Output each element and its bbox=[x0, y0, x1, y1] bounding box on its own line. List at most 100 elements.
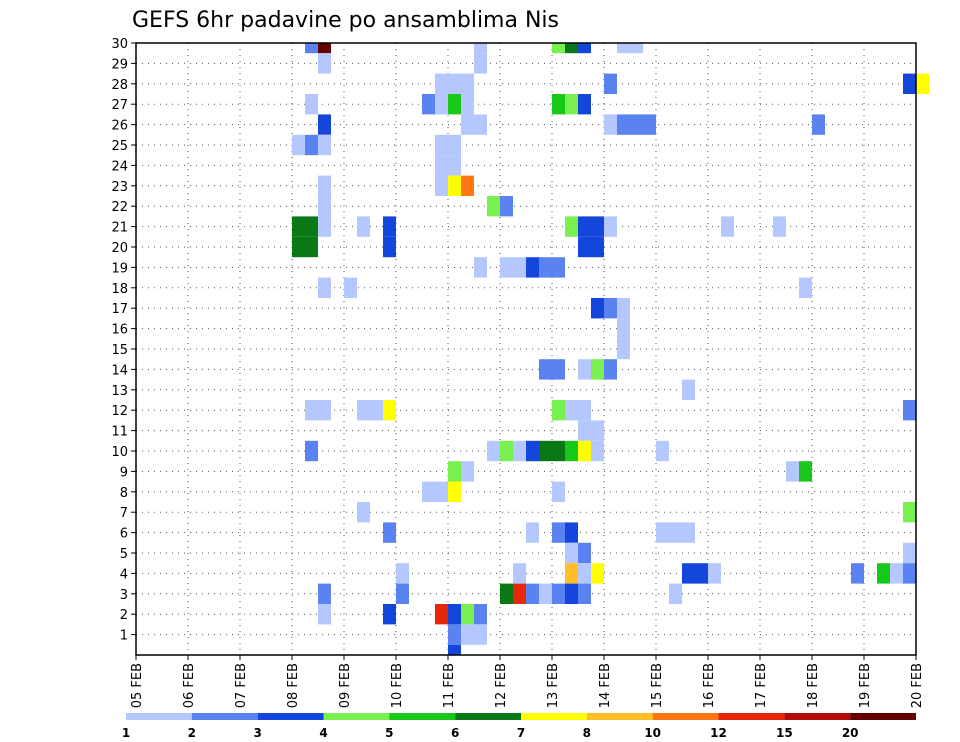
precip-cell bbox=[591, 359, 604, 380]
colorbar-label: 1 bbox=[122, 726, 130, 740]
y-tick-label: 11 bbox=[111, 425, 128, 440]
colorbar-label: 6 bbox=[451, 726, 459, 740]
colorbar-swatch bbox=[586, 713, 653, 720]
colorbar-swatch bbox=[323, 713, 390, 720]
colorbar-swatch bbox=[718, 713, 785, 720]
precip-cell bbox=[617, 338, 630, 360]
precip-cell bbox=[578, 440, 591, 462]
precip-cell bbox=[578, 583, 591, 604]
precip-cell bbox=[513, 257, 526, 278]
precip-cells bbox=[292, 43, 929, 655]
y-tick-label: 15 bbox=[111, 343, 128, 358]
precip-cell bbox=[383, 522, 396, 543]
precip-cell bbox=[396, 563, 409, 584]
precip-cell bbox=[578, 359, 591, 380]
y-tick-label: 4 bbox=[120, 567, 128, 582]
precip-cell bbox=[526, 440, 539, 462]
precip-cell bbox=[851, 563, 864, 584]
precip-cell bbox=[448, 175, 461, 196]
precip-cell bbox=[513, 583, 526, 604]
precip-cell bbox=[318, 216, 331, 237]
precip-cell bbox=[565, 400, 591, 421]
precip-cell bbox=[552, 583, 565, 604]
precip-cell bbox=[435, 73, 474, 94]
precip-cell bbox=[318, 277, 331, 298]
precip-cell bbox=[565, 522, 578, 543]
precip-cell bbox=[656, 440, 669, 462]
y-tick-label: 13 bbox=[111, 384, 128, 399]
precip-cell bbox=[799, 277, 812, 298]
colorbar-swatch bbox=[521, 713, 587, 720]
precip-cell bbox=[578, 563, 591, 584]
y-tick-label: 3 bbox=[120, 588, 128, 603]
y-tick-label: 8 bbox=[120, 486, 128, 501]
precip-cell bbox=[578, 420, 604, 441]
precip-cell bbox=[617, 114, 656, 135]
precip-cell bbox=[682, 379, 695, 400]
chart-title: GEFS 6hr padavine po ansamblima Nis bbox=[132, 8, 559, 33]
precip-cell bbox=[604, 114, 617, 135]
precip-cell bbox=[903, 502, 916, 523]
colorbar-swatch bbox=[455, 713, 521, 720]
x-tick-label: 05 FEB bbox=[130, 663, 145, 708]
x-tick-label: 09 FEB bbox=[338, 663, 353, 708]
precip-cell bbox=[669, 583, 682, 604]
x-tick-label: 11 FEB bbox=[442, 663, 457, 708]
y-tick-label: 12 bbox=[111, 404, 128, 419]
y-tick-label: 28 bbox=[111, 78, 128, 93]
precip-cell bbox=[565, 43, 578, 54]
precip-cell bbox=[357, 400, 383, 421]
colorbar-swatch bbox=[389, 713, 456, 720]
precip-cell bbox=[500, 583, 513, 604]
precip-cell bbox=[786, 461, 799, 482]
y-tick-label: 6 bbox=[120, 527, 128, 542]
y-axis: 1234567891011121314151617181920212223242… bbox=[111, 37, 136, 644]
y-tick-label: 7 bbox=[120, 506, 128, 521]
precip-cell bbox=[890, 563, 903, 584]
precip-cell bbox=[903, 563, 916, 584]
precip-cell bbox=[292, 236, 318, 258]
y-tick-label: 29 bbox=[111, 57, 128, 72]
precip-cell bbox=[565, 583, 578, 604]
precip-cell bbox=[552, 94, 565, 115]
precip-cell bbox=[903, 73, 916, 94]
precip-cell bbox=[422, 94, 435, 115]
precip-cell bbox=[461, 175, 474, 196]
precip-cell bbox=[318, 583, 331, 604]
precip-cell bbox=[708, 563, 721, 584]
x-tick-label: 12 FEB bbox=[494, 663, 509, 708]
precip-cell bbox=[617, 318, 630, 339]
colorbar-label: 3 bbox=[253, 726, 261, 740]
precip-cell bbox=[318, 134, 331, 156]
x-tick-label: 13 FEB bbox=[546, 663, 561, 708]
x-tick-label: 07 FEB bbox=[234, 663, 249, 708]
colorbar-label: 12 bbox=[710, 726, 727, 740]
precip-cell bbox=[435, 94, 448, 115]
colorbar-label: 10 bbox=[644, 726, 661, 740]
x-tick-label: 20 FEB bbox=[910, 663, 925, 708]
colorbar-label: 20 bbox=[842, 726, 859, 740]
precip-cell bbox=[383, 236, 396, 258]
precip-cell bbox=[500, 257, 513, 278]
y-tick-label: 30 bbox=[111, 37, 128, 52]
y-tick-label: 25 bbox=[111, 139, 128, 154]
precip-cell bbox=[357, 502, 370, 523]
precip-cell bbox=[578, 43, 591, 54]
precip-cell bbox=[604, 216, 617, 237]
precip-cell bbox=[305, 134, 318, 156]
x-tick-label: 08 FEB bbox=[286, 663, 301, 708]
precip-cell bbox=[305, 400, 331, 421]
precip-cell bbox=[526, 257, 539, 278]
precip-cell bbox=[383, 604, 396, 625]
precip-cell bbox=[448, 461, 461, 482]
precip-cell bbox=[435, 155, 461, 176]
precip-cell bbox=[292, 134, 305, 156]
x-tick-label: 19 FEB bbox=[858, 663, 873, 708]
y-tick-label: 22 bbox=[111, 200, 128, 215]
y-tick-label: 18 bbox=[111, 282, 128, 297]
precip-cell bbox=[448, 604, 461, 625]
y-tick-label: 26 bbox=[111, 119, 128, 134]
precip-cell bbox=[383, 216, 396, 237]
x-tick-label: 06 FEB bbox=[182, 663, 197, 708]
precip-cell bbox=[604, 298, 617, 319]
